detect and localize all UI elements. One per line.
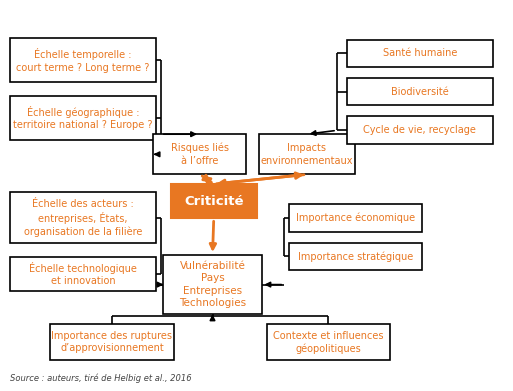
FancyBboxPatch shape	[347, 116, 493, 144]
FancyBboxPatch shape	[347, 39, 493, 67]
FancyBboxPatch shape	[267, 324, 390, 360]
FancyBboxPatch shape	[347, 78, 493, 106]
Text: Contexte et influences
géopolitiques: Contexte et influences géopolitiques	[273, 330, 383, 353]
Text: Vulnérabilité
Pays
Entreprises
Technologies: Vulnérabilité Pays Entreprises Technolog…	[179, 261, 246, 308]
FancyBboxPatch shape	[50, 324, 173, 360]
Text: Importance stratégique: Importance stratégique	[298, 251, 413, 262]
Text: Biodiversité: Biodiversité	[391, 87, 449, 97]
Text: Santé humaine: Santé humaine	[383, 48, 457, 58]
Text: Risques liés
à l’offre: Risques liés à l’offre	[171, 143, 229, 166]
FancyBboxPatch shape	[171, 184, 256, 219]
FancyBboxPatch shape	[259, 134, 354, 174]
Text: Échelle géographique :
territoire national ? Europe ?: Échelle géographique : territoire nation…	[13, 106, 153, 130]
FancyBboxPatch shape	[10, 257, 156, 291]
FancyBboxPatch shape	[289, 243, 422, 270]
Text: Échelle temporelle :
court terme ? Long terme ?: Échelle temporelle : court terme ? Long …	[16, 48, 150, 73]
Text: Cycle de vie, recyclage: Cycle de vie, recyclage	[363, 125, 477, 135]
Text: Criticité: Criticité	[184, 195, 244, 208]
Text: Importance économique: Importance économique	[296, 213, 416, 223]
Text: Impacts
environnementaux: Impacts environnementaux	[261, 143, 353, 165]
Text: Importance des ruptures
d’approvisionnement: Importance des ruptures d’approvisionnem…	[51, 331, 172, 353]
FancyBboxPatch shape	[289, 204, 422, 232]
FancyBboxPatch shape	[10, 192, 156, 243]
FancyBboxPatch shape	[164, 255, 262, 314]
Text: Échelle des acteurs :
entreprises, États,
organisation de la filière: Échelle des acteurs : entreprises, États…	[24, 199, 142, 237]
Text: Source : auteurs, tiré de Helbig et al., 2016: Source : auteurs, tiré de Helbig et al.,…	[10, 374, 192, 383]
FancyBboxPatch shape	[10, 96, 156, 140]
FancyBboxPatch shape	[153, 134, 246, 174]
FancyBboxPatch shape	[10, 38, 156, 83]
Text: Échelle technologique
et innovation: Échelle technologique et innovation	[29, 262, 137, 286]
